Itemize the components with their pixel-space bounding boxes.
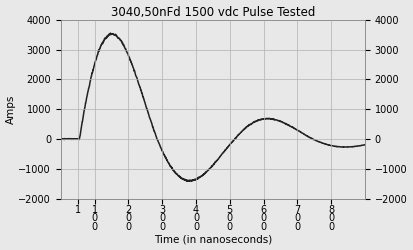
X-axis label: Time (in nanoseconds): Time (in nanoseconds) <box>154 234 272 244</box>
Title: 3040,50nFd 1500 vdc Pulse Tested: 3040,50nFd 1500 vdc Pulse Tested <box>111 6 315 18</box>
Y-axis label: Amps: Amps <box>5 94 16 124</box>
